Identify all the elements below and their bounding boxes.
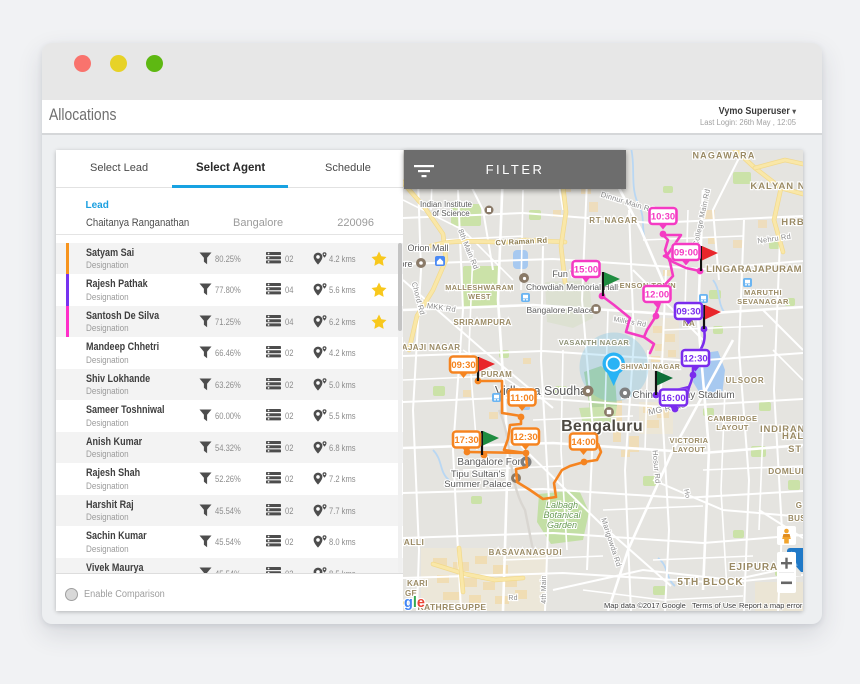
svg-text:ST: ST (788, 444, 802, 455)
svg-text:Indian Institute: Indian Institute (420, 200, 473, 209)
svg-text:WEST: WEST (468, 292, 491, 301)
svg-text:LAYOUT: LAYOUT (673, 445, 706, 454)
svg-text:Lalbagh: Lalbagh (546, 500, 578, 510)
svg-text:Report a map error: Report a map error (739, 601, 803, 610)
svg-text:Chowdiah Memorial Hall: Chowdiah Memorial Hall (526, 282, 618, 292)
svg-text:ore: ore (403, 259, 413, 269)
svg-text:17:30: 17:30 (454, 435, 478, 446)
svg-text:4th Main: 4th Main (541, 575, 548, 603)
svg-text:EJIPURA: EJIPURA (729, 562, 778, 573)
svg-text:09:30: 09:30 (676, 307, 700, 318)
svg-text:PURAM: PURAM (481, 370, 512, 379)
svg-text:KARI: KARI (407, 579, 428, 588)
svg-text:SEVANAGAR: SEVANAGAR (737, 297, 789, 306)
svg-text:Ho: Ho (682, 489, 691, 499)
svg-text:NAGAWARA: NAGAWARA (692, 151, 755, 161)
svg-text:Bangalore Palace: Bangalore Palace (526, 305, 593, 315)
svg-text:09:30: 09:30 (451, 360, 475, 371)
svg-text:BASAVANAGUDI: BASAVANAGUDI (489, 548, 563, 557)
svg-text:DOMLUR: DOMLUR (768, 466, 803, 476)
svg-text:SHIVAJI NAGAR: SHIVAJI NAGAR (621, 364, 681, 371)
svg-text:BUS: BUS (788, 514, 803, 523)
svg-text:MALLESHWARAM: MALLESHWARAM (445, 283, 513, 292)
svg-text:Summer Palace: Summer Palace (444, 479, 512, 490)
svg-text:RT NAGAR: RT NAGAR (589, 216, 638, 225)
svg-text:Tipu Sultan's: Tipu Sultan's (451, 469, 506, 480)
svg-text:ULSOOR: ULSOOR (725, 376, 764, 385)
svg-text:Hosur Rd: Hosur Rd (651, 450, 663, 484)
svg-text:15:00: 15:00 (574, 265, 598, 276)
svg-text:12:00: 12:00 (645, 290, 669, 301)
svg-text:HRB: HRB (781, 217, 803, 228)
svg-text:Rd: Rd (508, 595, 517, 602)
svg-text:INDIRAN: INDIRAN (760, 424, 803, 435)
svg-text:Google: Google (403, 595, 425, 611)
svg-text:CV Raman Rd: CV Raman Rd (495, 236, 547, 248)
svg-text:GE: GE (405, 589, 418, 598)
svg-text:5TH BLOCK: 5TH BLOCK (677, 577, 743, 588)
svg-text:G: G (796, 501, 803, 510)
svg-text:RAJAJI NAGAR: RAJAJI NAGAR (403, 343, 460, 352)
svg-text:09:00: 09:00 (674, 248, 698, 259)
svg-text:Orion Mall: Orion Mall (407, 243, 448, 253)
svg-text:KALYAN N: KALYAN N (750, 181, 803, 192)
svg-text:of Science: of Science (432, 209, 470, 218)
svg-text:SRIRAMPURA: SRIRAMPURA (453, 318, 511, 327)
svg-text:CAMBRIDGE: CAMBRIDGE (708, 414, 758, 423)
svg-text:ALLI: ALLI (404, 537, 424, 547)
svg-text:Bangalore Fort: Bangalore Fort (457, 457, 523, 468)
svg-text:Bengaluru: Bengaluru (561, 418, 643, 435)
svg-text:KATHREGUPPE: KATHREGUPPE (418, 602, 487, 611)
svg-text:12:30: 12:30 (683, 354, 707, 365)
svg-text:14:00: 14:00 (571, 437, 595, 448)
svg-text:11:00: 11:00 (510, 393, 534, 404)
svg-text:16:00: 16:00 (661, 393, 685, 404)
svg-text:Terms of Use: Terms of Use (692, 601, 736, 610)
svg-text:10:30: 10:30 (651, 212, 675, 223)
svg-text:MARUTHI: MARUTHI (744, 288, 782, 297)
svg-text:VASANTH NAGAR: VASANTH NAGAR (559, 338, 630, 347)
svg-text:LAYOUT: LAYOUT (716, 423, 749, 432)
svg-text:12:30: 12:30 (513, 432, 537, 443)
svg-text:HAL: HAL (782, 431, 803, 442)
svg-text:Map data ©2017 Google: Map data ©2017 Google (604, 601, 686, 610)
svg-text:Garden: Garden (547, 520, 577, 530)
svg-text:LINGARAJAPURAM: LINGARAJAPURAM (706, 264, 802, 275)
svg-text:Botanical: Botanical (543, 510, 581, 520)
svg-text:VICTORIA: VICTORIA (670, 436, 709, 445)
